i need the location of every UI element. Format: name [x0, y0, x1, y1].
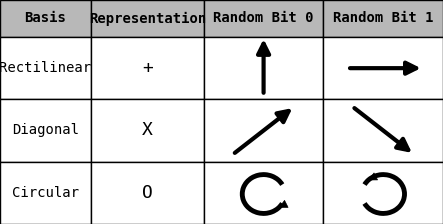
- Bar: [91, 162, 204, 224]
- Text: Basis: Basis: [24, 11, 66, 26]
- Text: Random Bit 0: Random Bit 0: [214, 11, 314, 26]
- Text: Rectilinear: Rectilinear: [0, 61, 91, 75]
- Bar: [0, 99, 91, 162]
- Text: O: O: [142, 184, 153, 202]
- Bar: [204, 162, 323, 224]
- Text: Circular: Circular: [12, 186, 79, 200]
- Bar: [204, 99, 323, 162]
- Bar: [0, 37, 91, 99]
- Text: Representation: Representation: [89, 11, 206, 26]
- Bar: [91, 99, 204, 162]
- Bar: [204, 0, 323, 37]
- Bar: [204, 37, 323, 99]
- Bar: [323, 37, 443, 99]
- Bar: [91, 0, 204, 37]
- Text: +: +: [142, 59, 153, 77]
- Bar: [91, 37, 204, 99]
- Bar: [323, 162, 443, 224]
- Text: Random Bit 1: Random Bit 1: [333, 11, 433, 26]
- Text: Diagonal: Diagonal: [12, 123, 79, 138]
- Bar: [0, 162, 91, 224]
- Text: X: X: [142, 121, 153, 140]
- Bar: [323, 0, 443, 37]
- Bar: [0, 0, 91, 37]
- Bar: [323, 99, 443, 162]
